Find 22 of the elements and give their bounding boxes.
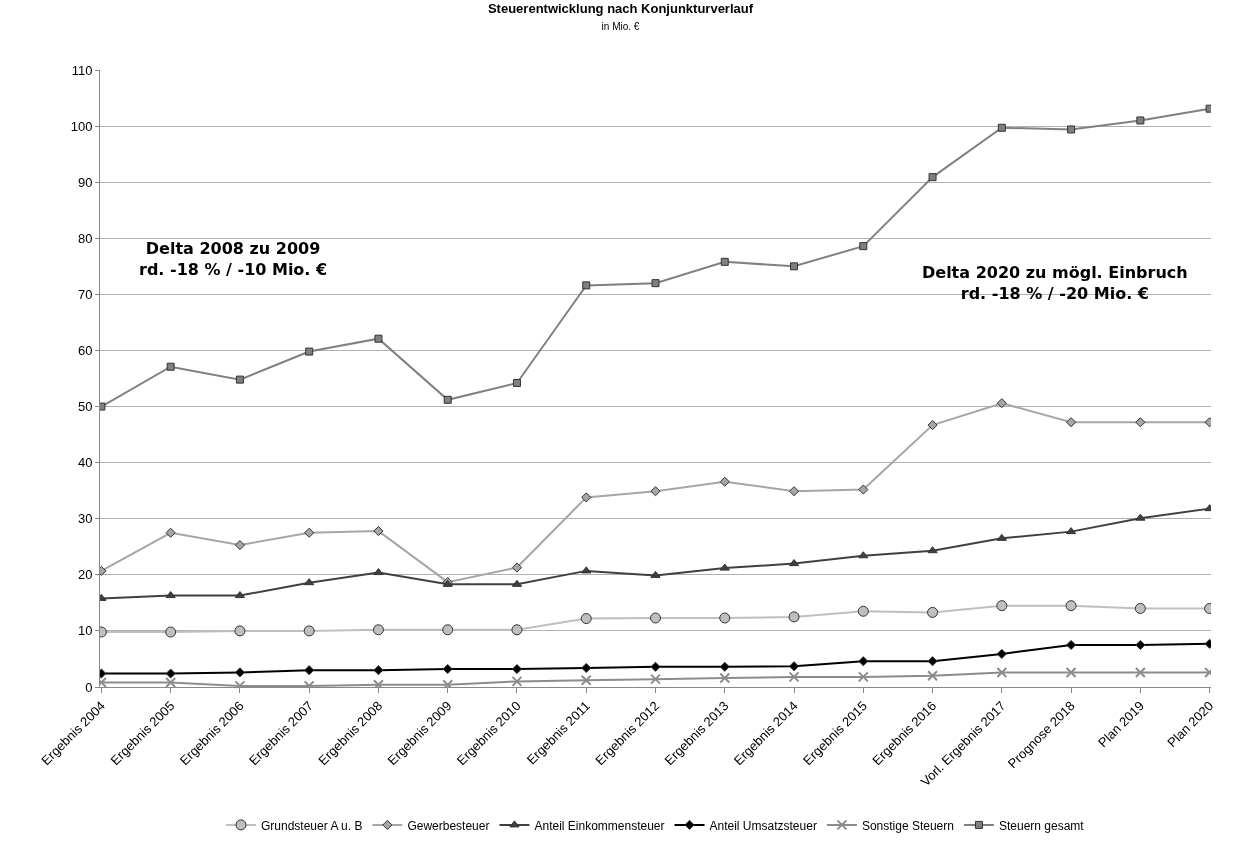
y-tick-label: 80 [77,230,93,246]
y-tick-label: 10 [77,623,93,639]
y-tick-label: 90 [77,174,93,190]
chart-subtitle: in Mio. € [601,20,640,32]
y-tick-label: 40 [77,455,93,471]
legend-label: Gewerbesteuer [407,818,490,833]
y-tick-label: 100 [70,118,93,134]
annotation: Delta 2020 zu mögl. Einbruch rd. -18 % / -20 Mio. € [922,263,1188,303]
y-tick-label: 50 [77,399,93,415]
y-tick-label: 20 [77,567,93,583]
legend-label: Anteil Einkommensteuer [534,818,665,833]
y-tick-label: 110 [71,62,93,78]
y-tick-label: 70 [77,286,93,302]
y-tick-label: 0 [85,679,93,695]
chart-title: Steuerentwicklung nach Konjunkturverlauf [487,0,754,16]
legend-label: Sonstige Steuern [861,818,954,833]
y-tick-label: 30 [77,511,93,527]
legend-label: Anteil Umsatzsteuer [709,818,817,833]
annotation: Delta 2008 zu 2009 rd. -18 % / -10 Mio. € [139,239,328,279]
legend-label: Grundsteuer A u. B [261,818,363,833]
legend-label: Steuern gesamt [998,818,1085,833]
y-tick-label: 60 [77,343,93,358]
